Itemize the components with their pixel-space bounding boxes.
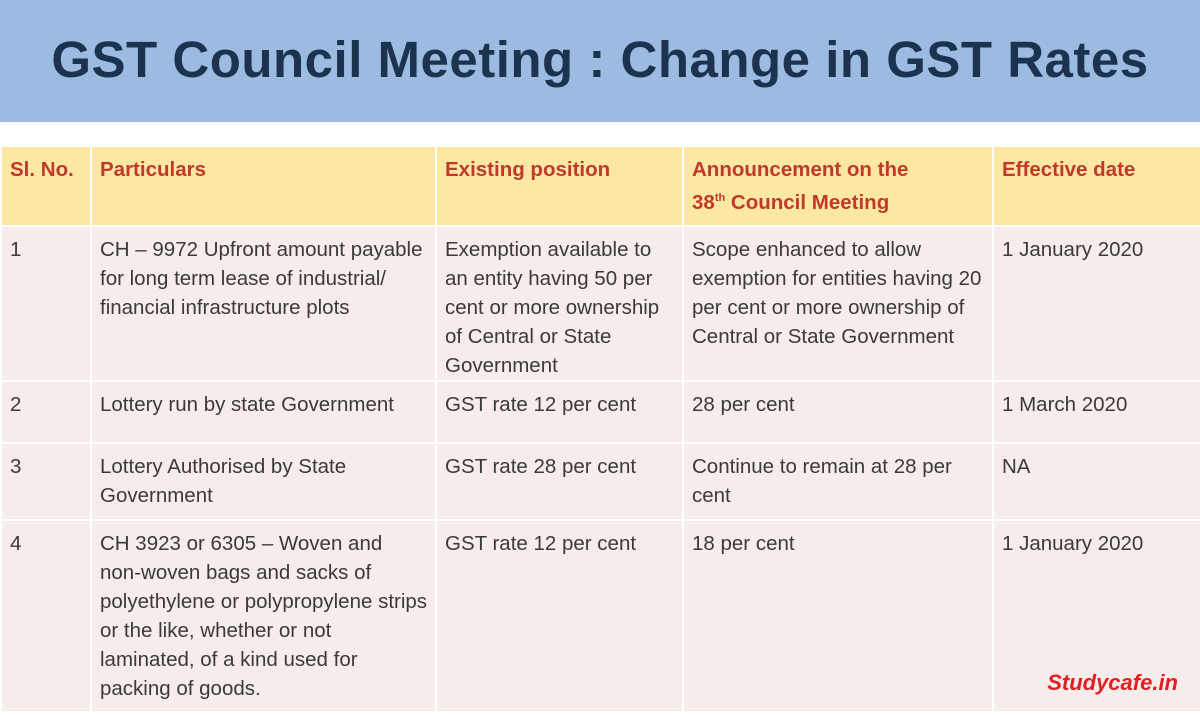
table-row: 4 CH 3923 or 6305 – Woven and non-woven b… [0,519,1200,713]
column-header: Existing position [435,145,684,227]
table-cell: Exemption available to an entity having … [435,225,684,382]
table-cell: 1 March 2020 [992,380,1200,444]
header-line: Council Meeting [730,190,890,214]
table-cell: 1 January 2020 [992,225,1200,382]
table-cell: Lottery run by state Government [90,380,437,444]
table-cell: NA [992,442,1200,521]
table-cell: 1 January 2020 [992,519,1200,713]
table-cell: 28 per cent [682,380,994,444]
table-cell: 3 [0,442,92,521]
title-banner: GST Council Meeting : Change in GST Rate… [0,0,1200,122]
table-cell: Continue to remain at 28 per cent [682,442,994,521]
watermark: Studycafe.in [1047,670,1178,695]
table-cell: 1 [0,225,92,382]
table-cell: GST rate 12 per cent [435,380,684,444]
table-body: Sl. No. Particulars Existing position Annou… [0,145,1200,713]
header-line: Announcement on the [692,158,909,181]
gst-table: Sl. No. Particulars Existing position Annou… [0,145,1200,713]
table-cell: CH – 9972 Upfront amount payable for lon… [90,225,437,382]
table-cell: CH 3923 or 6305 – Woven and non-woven ba… [90,519,437,713]
table-cell: GST rate 28 per cent [435,442,684,521]
column-header: Announcement on the 38th Council Meeting [682,145,994,227]
header-suffix: th [714,192,726,204]
column-header: Sl. No. [0,145,92,227]
table-cell: GST rate 12 per cent [435,519,684,713]
table-cell: 4 [0,519,92,713]
table-cell: Lottery Authorised by State Government [90,442,437,521]
table-row: 2 Lottery run by state Government GST rate… [0,380,1200,444]
table-cell: Scope enhanced to allow exemption for en… [682,225,994,382]
header-ordinal: 38 [692,190,715,214]
header-row: Sl. No. Particulars Existing position Annou… [0,145,1200,227]
page-title: GST Council Meeting : Change in GST Rate… [51,31,1149,88]
table-row: 3 Lottery Authorised by State Government G… [0,442,1200,521]
column-header: Effective date [992,145,1200,227]
table-cell: 18 per cent [682,519,994,713]
table-row: 1 CH – 9972 Upfront amount payable for lo… [0,225,1200,382]
column-header: Particulars [90,145,437,227]
table-cell: 2 [0,380,92,444]
